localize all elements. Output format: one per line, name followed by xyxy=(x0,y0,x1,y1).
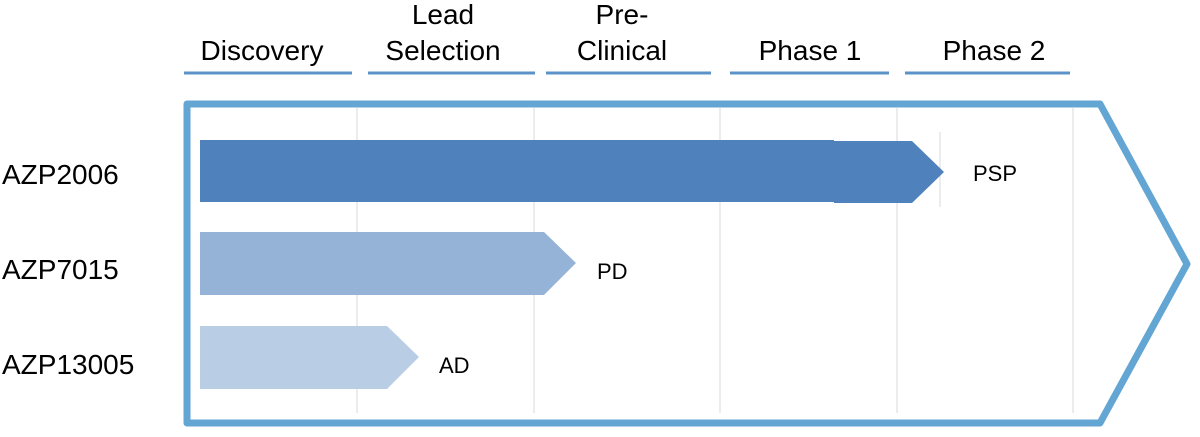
program-bar-azp2006 xyxy=(200,140,944,203)
stage-header-discovery: Discovery xyxy=(184,35,352,75)
program-name-azp2006: AZP2006 xyxy=(2,159,119,190)
stage-label-line2: Phase 1 xyxy=(759,35,862,66)
indication-ad: AD xyxy=(439,353,470,378)
stage-label-line2: Clinical xyxy=(577,35,667,66)
program-names: AZP2006 AZP7015 AZP13005 xyxy=(2,159,134,380)
program-bars xyxy=(200,140,944,389)
stage-label-line2: Selection xyxy=(385,35,500,66)
stage-label-line1: Pre- xyxy=(596,0,649,30)
indication-labels: PSP PD AD xyxy=(439,161,1017,378)
program-name-azp7015: AZP7015 xyxy=(2,254,119,285)
indication-pd: PD xyxy=(597,259,628,284)
stage-header-lead-selection: Lead Selection xyxy=(368,0,535,75)
stage-label-line2: Discovery xyxy=(201,35,324,66)
stage-header-phase-1: Phase 1 xyxy=(730,35,889,75)
pipeline-frame-arrow xyxy=(183,100,1191,427)
program-bar-azp7015 xyxy=(200,232,576,295)
stage-label-line1: Lead xyxy=(412,0,474,30)
stage-headers: Discovery Lead Selection Pre- Clinical P… xyxy=(184,0,1070,75)
indication-psp: PSP xyxy=(973,161,1017,186)
stage-header-phase-2: Phase 2 xyxy=(905,35,1070,75)
stage-header-pre-clinical: Pre- Clinical xyxy=(546,0,711,75)
program-bar-azp13005 xyxy=(200,326,419,389)
program-name-azp13005: AZP13005 xyxy=(2,349,134,380)
stage-label-line2: Phase 2 xyxy=(943,35,1046,66)
